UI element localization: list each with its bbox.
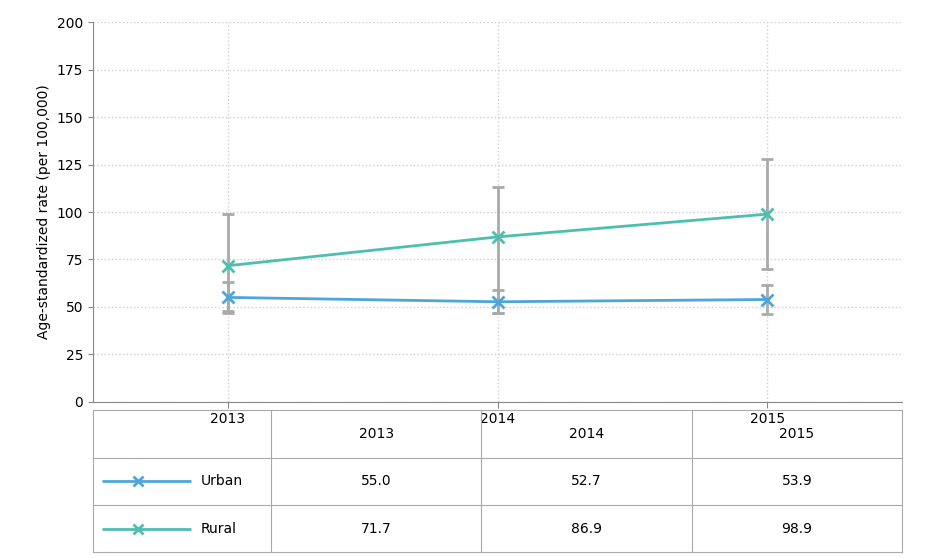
Text: 2014: 2014	[569, 427, 604, 441]
Text: 2013: 2013	[359, 427, 393, 441]
Text: 86.9: 86.9	[571, 522, 602, 536]
Text: 98.9: 98.9	[781, 522, 813, 536]
Text: Urban: Urban	[201, 474, 243, 488]
Text: 53.9: 53.9	[781, 474, 812, 488]
Text: Rural: Rural	[201, 522, 236, 536]
Text: 52.7: 52.7	[571, 474, 602, 488]
Text: 55.0: 55.0	[361, 474, 392, 488]
Text: 71.7: 71.7	[361, 522, 392, 536]
Y-axis label: Age-standardized rate (per 100,000): Age-standardized rate (per 100,000)	[37, 85, 51, 339]
Text: 2015: 2015	[779, 427, 815, 441]
